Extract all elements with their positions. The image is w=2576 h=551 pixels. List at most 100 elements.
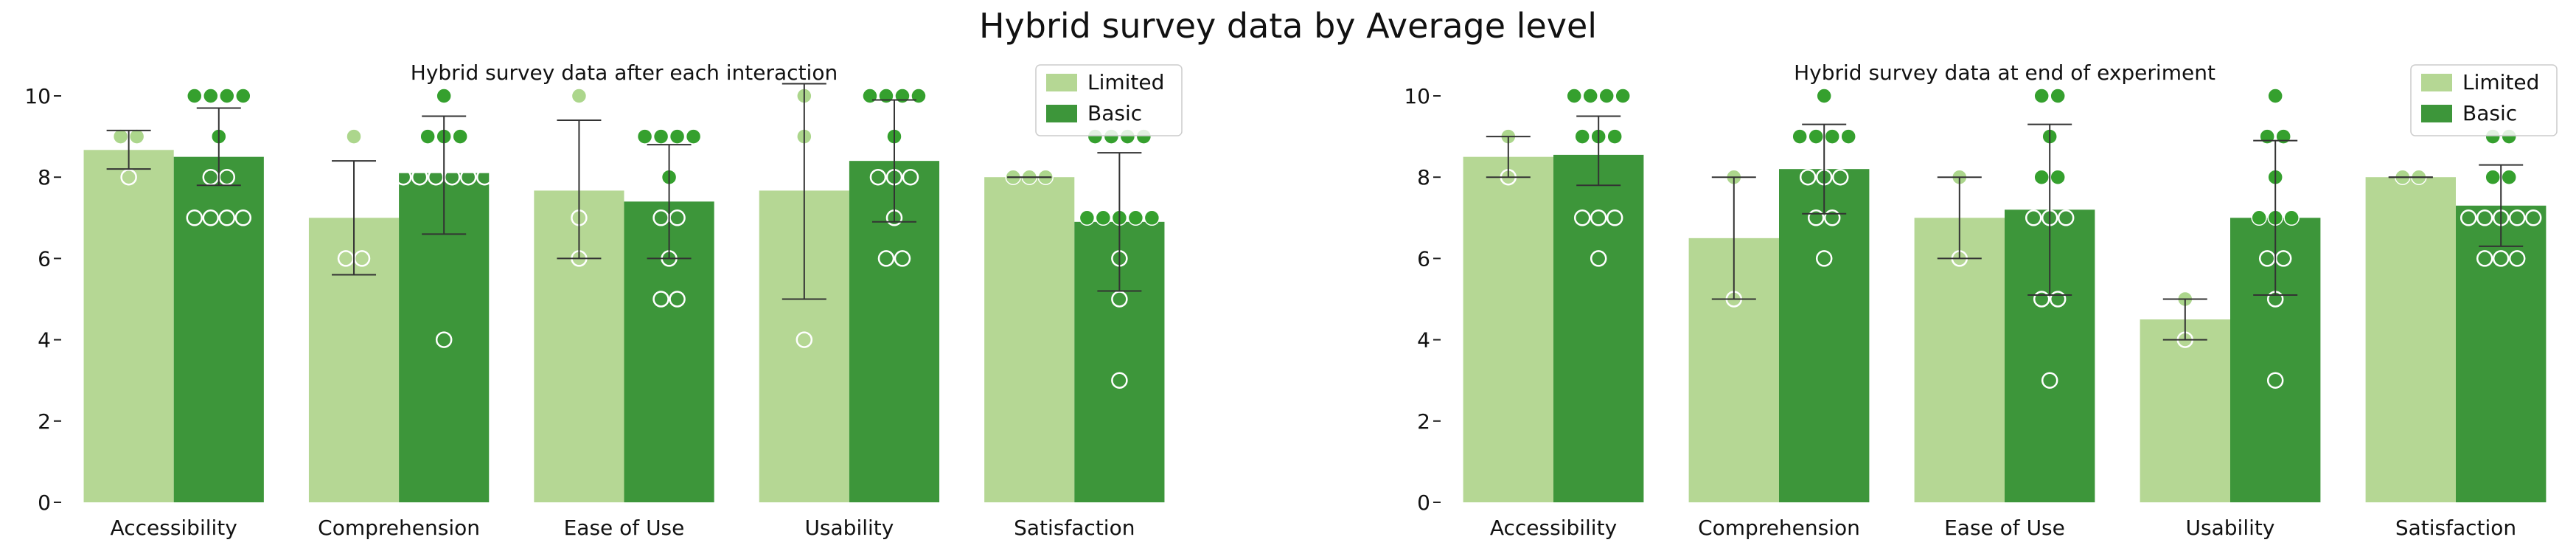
data-point — [2476, 209, 2493, 226]
data-point — [234, 209, 252, 226]
data-point — [203, 88, 219, 104]
data-point — [452, 128, 468, 145]
y-tick-label: 6 — [38, 246, 51, 271]
data-point — [2266, 372, 2284, 389]
legend: Limited Basic — [1035, 64, 1183, 136]
data-point — [219, 88, 235, 104]
data-point — [1831, 168, 1849, 186]
data-point — [2508, 209, 2526, 226]
data-point — [2050, 169, 2066, 185]
legend-swatch — [1046, 74, 1077, 91]
legend-swatch — [2421, 105, 2452, 122]
y-tick-label: 6 — [1417, 246, 1430, 271]
data-point — [652, 291, 669, 308]
data-point — [1574, 128, 1590, 145]
bar-basic — [1779, 169, 1870, 502]
data-point — [1606, 209, 1623, 226]
data-point — [2033, 291, 2050, 308]
bar-limited — [1463, 156, 1553, 502]
bar-basic — [1553, 154, 1644, 502]
bar-basic — [173, 156, 264, 502]
data-point — [394, 168, 412, 186]
data-point — [1582, 88, 1598, 104]
x-tick-label: Usability — [804, 516, 894, 540]
data-point — [2049, 291, 2067, 308]
data-point — [2057, 209, 2075, 226]
x-tick-label: Comprehension — [318, 516, 480, 540]
x-tick-label: Accessibility — [1490, 516, 1617, 540]
legend-swatch — [2421, 74, 2452, 91]
bar-limited — [83, 150, 174, 502]
x-tick-label: Comprehension — [1698, 516, 1860, 540]
data-point — [2041, 372, 2058, 389]
data-point — [1824, 128, 1840, 145]
data-point — [435, 331, 453, 348]
y-tick-label: 8 — [1417, 165, 1430, 190]
data-point — [2492, 250, 2510, 267]
y-tick-label: 2 — [38, 409, 51, 434]
y-tick-label: 4 — [38, 328, 51, 353]
legend-label: Limited — [1087, 70, 1164, 94]
x-tick-label: Usability — [2186, 516, 2275, 540]
x-tick-label: Accessibility — [111, 516, 237, 540]
data-point — [411, 168, 428, 186]
data-point — [2033, 169, 2050, 185]
x-tick-label: Satisfaction — [2395, 516, 2516, 540]
chart-title: Hybrid survey data at end of experiment — [1794, 60, 2215, 85]
data-point — [1808, 128, 1824, 145]
data-point — [2460, 209, 2477, 226]
data-point — [476, 168, 493, 186]
data-point — [1111, 291, 1128, 308]
data-point — [1840, 128, 1856, 145]
data-point — [1799, 168, 1817, 186]
data-point — [1792, 128, 1808, 145]
data-point — [1573, 209, 1591, 226]
data-point — [112, 128, 129, 145]
data-point — [2025, 209, 2042, 226]
y-tick-label: 10 — [1404, 84, 1430, 108]
data-point — [186, 209, 203, 226]
data-point — [869, 168, 887, 186]
x-tick-label: Ease of Use — [1944, 516, 2065, 540]
data-point — [436, 88, 452, 104]
legend-label: Basic — [1087, 101, 1142, 125]
data-point — [2476, 250, 2493, 267]
data-point — [796, 331, 813, 348]
data-point — [1598, 88, 1615, 104]
data-point — [2050, 88, 2066, 104]
data-point — [878, 88, 894, 104]
data-point — [652, 128, 669, 145]
data-point — [1590, 209, 1607, 226]
data-point — [2485, 169, 2501, 185]
data-point — [1606, 128, 1623, 145]
data-point — [2524, 209, 2542, 226]
data-point — [459, 168, 477, 186]
figure-title: Hybrid survey data by Average level — [978, 6, 1598, 46]
data-point — [235, 88, 251, 104]
data-point — [128, 128, 145, 145]
x-tick-label: Ease of Use — [564, 516, 685, 540]
chart-panel-1: Hybrid survey data after each interactio… — [24, 60, 1183, 540]
y-tick-label: 0 — [1417, 491, 1430, 515]
bar-limited — [1914, 218, 2005, 502]
data-point — [2283, 209, 2300, 226]
data-point — [2275, 128, 2291, 145]
y-tick-label: 10 — [24, 84, 51, 108]
bar-basic — [2456, 205, 2547, 502]
data-point — [218, 209, 236, 226]
y-tick-label: 4 — [1417, 328, 1430, 353]
data-point — [1816, 88, 1832, 104]
data-point — [571, 88, 588, 104]
data-point — [1095, 209, 1112, 226]
bar-limited — [984, 177, 1075, 502]
data-point — [902, 168, 919, 186]
data-point — [894, 88, 911, 104]
data-point — [877, 250, 895, 267]
data-point — [346, 128, 362, 145]
legend-label: Basic — [2462, 101, 2517, 125]
data-point — [636, 128, 653, 145]
data-point — [1823, 209, 1841, 226]
data-point — [862, 88, 878, 104]
data-point — [1807, 209, 1825, 226]
